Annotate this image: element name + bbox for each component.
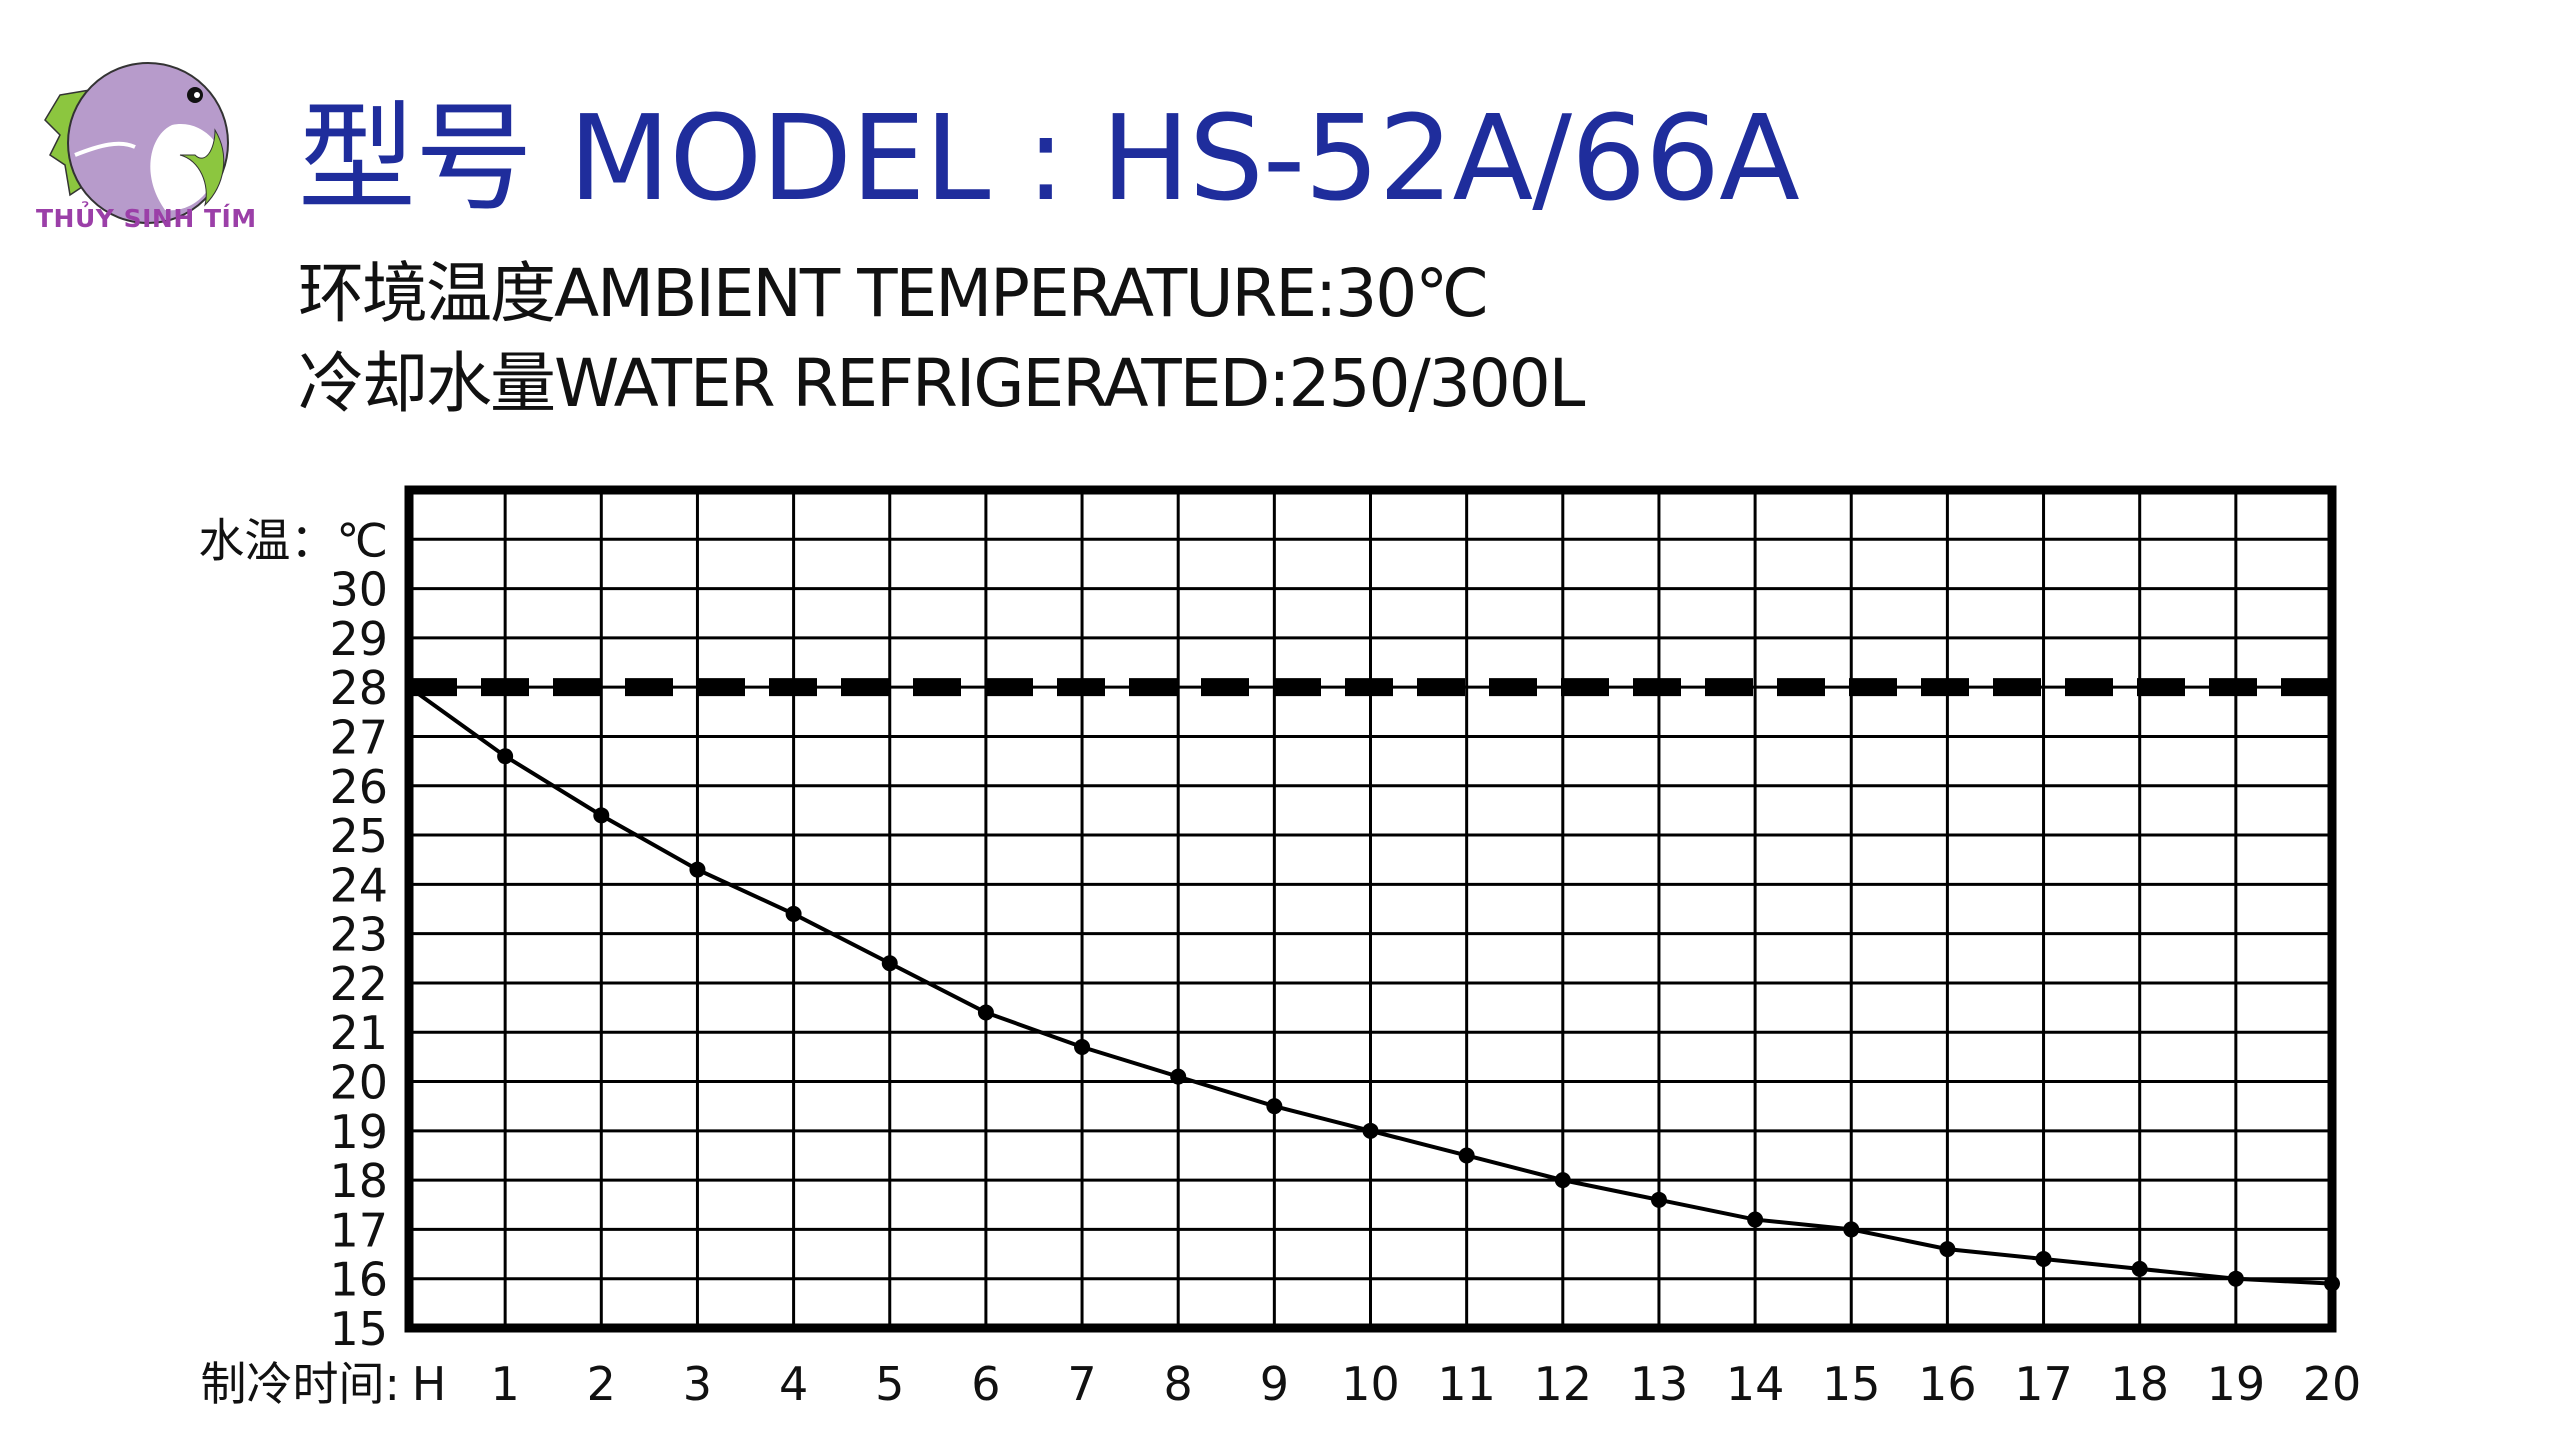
page-title: 型号 MODEL : HS-52A/66A [298,89,1800,227]
x-tick-label: 7 [1067,1357,1096,1411]
y-tick-label: 22 [329,957,388,1011]
x-tick-label: 17 [2014,1357,2073,1411]
x-tick-label: 19 [2207,1357,2266,1411]
y-tick-label: 21 [329,1006,388,1060]
data-point [2131,1260,2148,1277]
x-tick-label: 1 [491,1357,520,1411]
grid [409,490,2332,1328]
x-tick-label: 2 [587,1357,616,1411]
x-tick-label: 8 [1164,1357,1193,1411]
y-tick-label: 17 [329,1203,388,1257]
y-tick-label: 30 [329,563,388,617]
ambient-temperature: 环境温度AMBIENT TEMPERATURE:30℃ [298,255,1489,332]
data-point [2227,1270,2244,1287]
y-tick-label: 19 [329,1105,388,1159]
data-point [593,807,610,824]
data-point [1747,1211,1764,1228]
data-point [497,748,514,765]
logo-fish-icon [44,62,229,224]
x-tick-label: 5 [875,1357,904,1411]
x-tick-label: 18 [2110,1357,2169,1411]
x-tick-label: 6 [971,1357,1000,1411]
data-points [497,748,2340,1292]
x-tick-label: H [412,1357,447,1411]
x-axis-label: 制冷时间: [201,1357,401,1411]
x-tick-label: 9 [1260,1357,1289,1411]
water-volume: 冷却水量WATER REFRIGERATED:250/300L [298,345,1585,422]
data-point [1074,1039,1091,1056]
y-tick-label: 29 [329,612,388,666]
y-tick-label: 28 [329,661,388,715]
y-tick-label: 16 [329,1253,388,1307]
data-point [1554,1172,1571,1189]
y-tick-label: 20 [329,1056,388,1110]
data-point [1939,1241,1956,1258]
data-point [1170,1068,1187,1085]
y-tick-label: 15 [329,1302,388,1356]
x-tick-label: 4 [779,1357,808,1411]
y-tick-label: 24 [329,858,388,912]
data-point [2035,1250,2052,1267]
y-axis-label: 水温：℃ [198,513,388,567]
x-tick-label: 10 [1341,1357,1400,1411]
data-point [785,905,802,922]
data-point [1266,1098,1283,1115]
x-tick-label: 20 [2303,1357,2362,1411]
data-point [977,1004,994,1021]
data-point [881,955,898,972]
data-point [1650,1191,1667,1208]
x-tick-label: 12 [1534,1357,1593,1411]
y-tick-label: 18 [329,1154,388,1208]
x-tick-label: 15 [1822,1357,1881,1411]
x-tick-label: 14 [1726,1357,1785,1411]
data-point [1458,1147,1475,1164]
y-tick-label: 23 [329,908,388,962]
y-tick-label: 26 [329,760,388,814]
x-ticks: H 1 2 3 4 5 6 7 8 9 10 11 12 13 14 15 16 17 18 19 20 [412,1357,2362,1411]
data-point [689,861,706,878]
x-tick-label: 11 [1437,1357,1496,1411]
plot-frame [404,485,2337,1333]
data-point [1362,1122,1379,1139]
y-tick-label: 25 [329,809,388,863]
x-tick-label: 3 [683,1357,712,1411]
y-tick-label: 27 [329,710,388,764]
logo-text: THỦY SINH TÍM [36,204,257,233]
data-point [1843,1221,1860,1238]
x-tick-label: 16 [1918,1357,1977,1411]
x-tick-label: 13 [1630,1357,1689,1411]
